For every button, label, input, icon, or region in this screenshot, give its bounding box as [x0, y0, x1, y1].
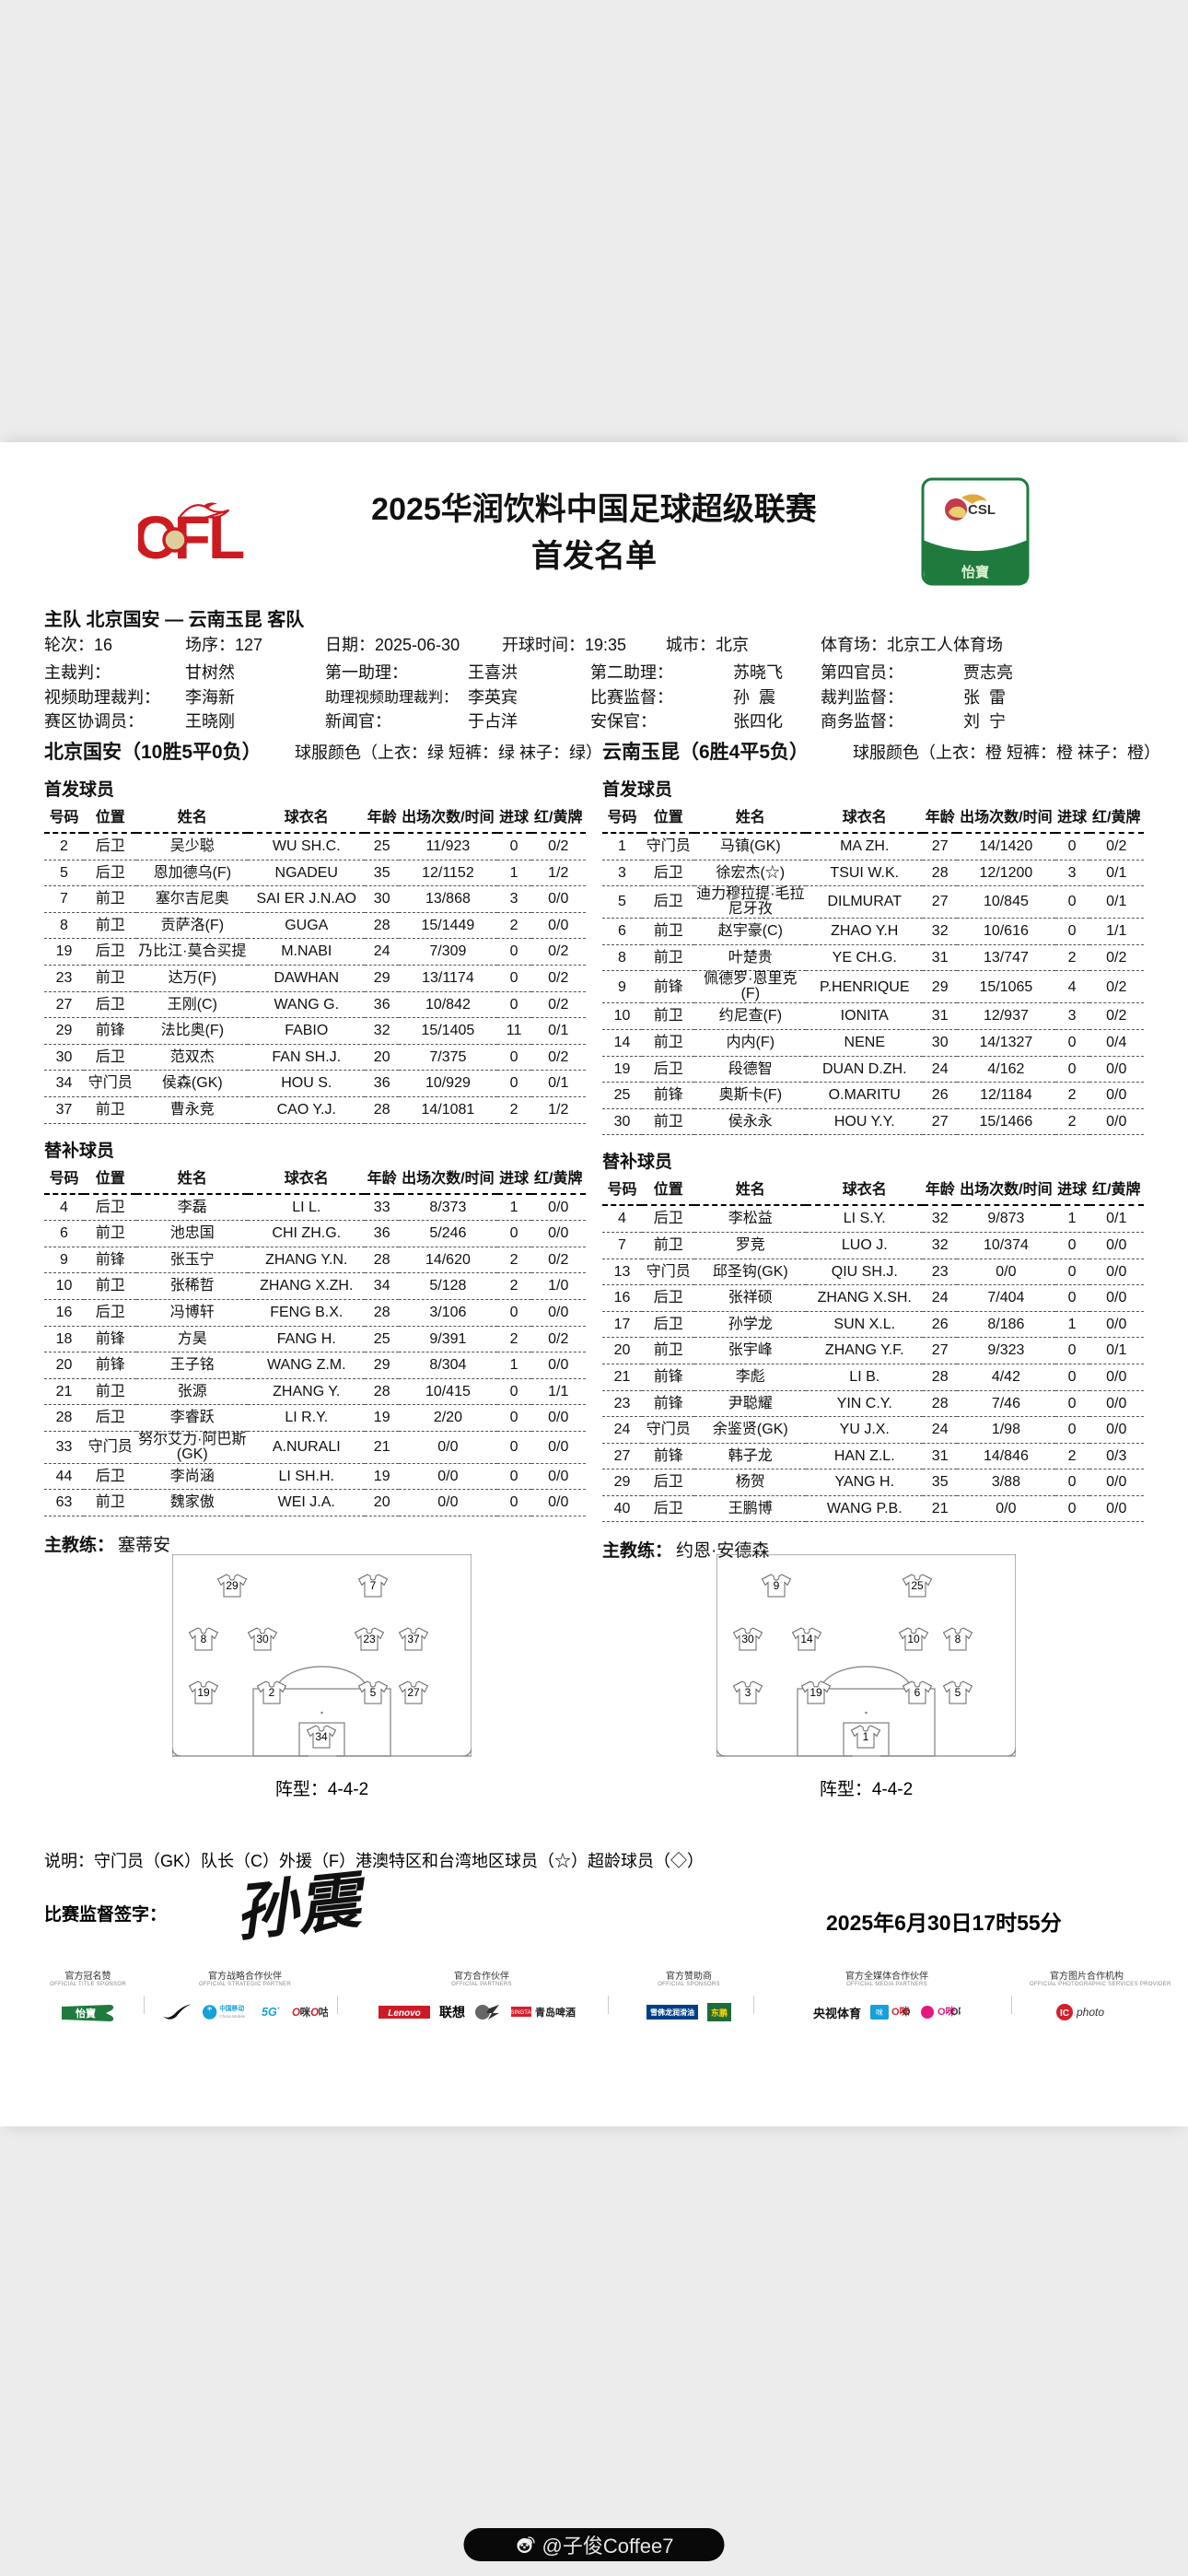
svg-text:O咕: O咕 — [903, 2005, 911, 2018]
svg-text:photo: photo — [1076, 2006, 1104, 2019]
svg-text:O: O — [310, 2008, 319, 2019]
svg-text:6: 6 — [914, 1686, 921, 1699]
svg-text:O咕: O咕 — [950, 2005, 961, 2018]
svg-text:2: 2 — [269, 1686, 275, 1699]
svg-text:5: 5 — [955, 1686, 961, 1699]
svg-text:CSL: CSL — [968, 502, 996, 518]
svg-text:5: 5 — [370, 1686, 377, 1699]
svg-text:Lenovo: Lenovo — [388, 2008, 421, 2019]
svg-text:China Mobile: China Mobile — [219, 2014, 245, 2020]
svg-text:咪: 咪 — [876, 2008, 883, 2017]
svg-text:孙震: 孙震 — [235, 1870, 371, 1949]
svg-text:IC: IC — [1060, 2008, 1069, 2019]
svg-text:30: 30 — [741, 1633, 754, 1645]
svg-text:3: 3 — [745, 1686, 751, 1699]
svg-text:+: + — [277, 2006, 281, 2012]
svg-text:19: 19 — [197, 1686, 210, 1699]
svg-text:咕: 咕 — [318, 2006, 328, 2019]
svg-text:雪佛龙润滑油: 雪佛龙润滑油 — [650, 2008, 694, 2017]
svg-text:7: 7 — [370, 1579, 377, 1592]
svg-text:1: 1 — [863, 1730, 869, 1743]
svg-text:怡寶: 怡寶 — [961, 564, 989, 580]
svg-text:29: 29 — [226, 1579, 239, 1592]
svg-text:东鹏: 东鹏 — [711, 2008, 728, 2018]
svg-text:27: 27 — [407, 1686, 420, 1699]
svg-text:TSINGTAO: TSINGTAO — [511, 2010, 535, 2016]
svg-text:中国移动: 中国移动 — [219, 2004, 244, 2012]
svg-text:5G: 5G — [262, 2006, 277, 2019]
svg-text:CFL: CFL — [138, 503, 244, 571]
svg-text:10: 10 — [907, 1633, 920, 1645]
svg-text:23: 23 — [363, 1633, 376, 1645]
svg-text:30: 30 — [256, 1633, 269, 1645]
svg-text:咪: 咪 — [299, 2006, 310, 2019]
svg-text:19: 19 — [809, 1686, 822, 1699]
svg-text:O: O — [292, 2008, 300, 2019]
svg-text:中: 中 — [207, 2006, 212, 2012]
svg-text:8: 8 — [201, 1633, 207, 1645]
svg-text:怡寶: 怡寶 — [76, 2007, 96, 2020]
svg-text:8: 8 — [955, 1633, 961, 1645]
svg-text:34: 34 — [315, 1730, 328, 1743]
svg-text:9: 9 — [774, 1579, 780, 1592]
svg-text:青岛啤酒: 青岛啤酒 — [535, 2006, 576, 2019]
svg-text:25: 25 — [911, 1579, 924, 1592]
svg-text:14: 14 — [800, 1633, 813, 1645]
svg-text:37: 37 — [407, 1633, 420, 1645]
